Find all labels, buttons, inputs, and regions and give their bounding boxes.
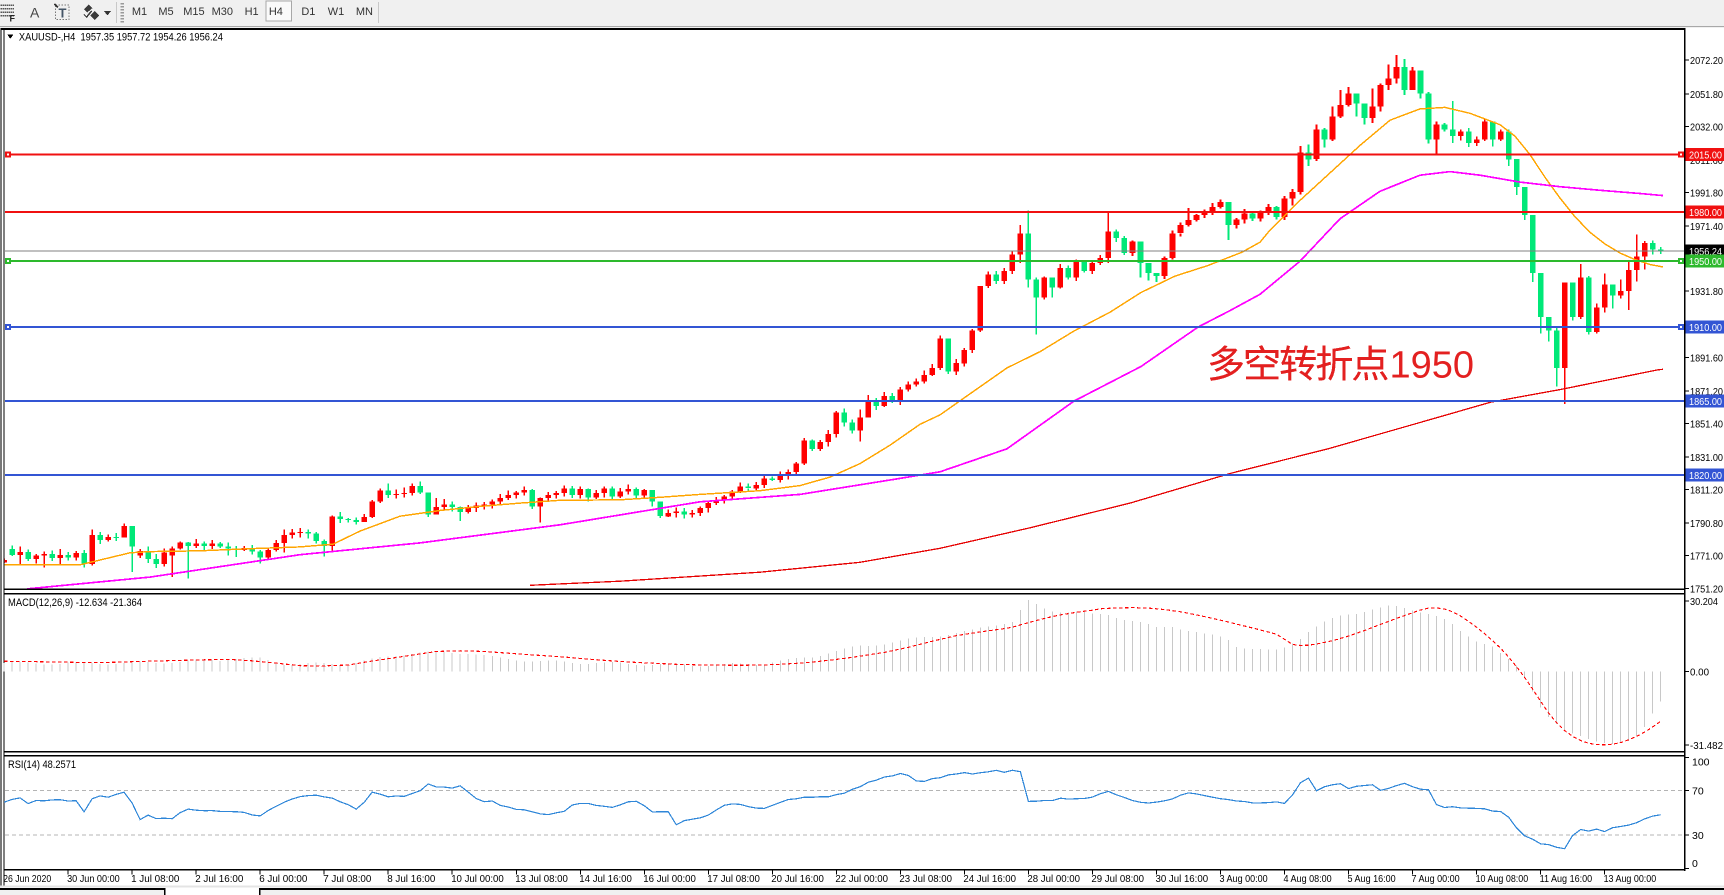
svg-text:70: 70: [1692, 786, 1704, 798]
svg-text:2015.00: 2015.00: [1689, 149, 1722, 161]
svg-text:30 Jul 16:00: 30 Jul 16:00: [1156, 873, 1209, 885]
svg-text:1950.00: 1950.00: [1689, 256, 1722, 268]
svg-text:10 Aug 08:00: 10 Aug 08:00: [1476, 873, 1529, 885]
svg-text:1980.00: 1980.00: [1689, 207, 1722, 219]
svg-text:29 Jul 08:00: 29 Jul 08:00: [1091, 873, 1144, 885]
svg-text:1910.00: 1910.00: [1689, 322, 1722, 334]
svg-text:14 Jul 16:00: 14 Jul 16:00: [579, 873, 632, 885]
svg-text:-31.482: -31.482: [1690, 740, 1723, 752]
svg-text:1931.80: 1931.80: [1690, 286, 1723, 298]
svg-text:13 Aug 00:00: 13 Aug 00:00: [1604, 873, 1657, 885]
svg-text:H1: H1: [245, 6, 259, 18]
svg-text:8 Jul 16:00: 8 Jul 16:00: [387, 873, 435, 885]
svg-text:A: A: [30, 5, 40, 21]
svg-text:M15: M15: [183, 6, 204, 18]
svg-text:4 Aug 08:00: 4 Aug 08:00: [1284, 873, 1332, 885]
svg-text:30.204: 30.204: [1690, 596, 1718, 608]
svg-text:1971.40: 1971.40: [1690, 221, 1723, 233]
svg-text:100: 100: [1692, 756, 1710, 768]
svg-text:1771.00: 1771.00: [1690, 551, 1723, 563]
svg-text:W1: W1: [328, 6, 345, 18]
svg-text:F: F: [10, 14, 16, 24]
svg-text:7 Jul 08:00: 7 Jul 08:00: [323, 873, 371, 885]
svg-text:M1: M1: [132, 6, 147, 18]
svg-text:6 Jul 00:00: 6 Jul 00:00: [259, 873, 307, 885]
svg-text:1891.60: 1891.60: [1690, 352, 1723, 364]
svg-text:7 Aug 00:00: 7 Aug 00:00: [1412, 873, 1460, 885]
svg-text:11 Aug 16:00: 11 Aug 16:00: [1540, 873, 1593, 885]
svg-text:1811.20: 1811.20: [1690, 485, 1723, 497]
svg-text:10 Jul 00:00: 10 Jul 00:00: [451, 873, 504, 885]
svg-text:2 Jul 16:00: 2 Jul 16:00: [195, 873, 243, 885]
svg-text:1790.80: 1790.80: [1690, 518, 1723, 530]
svg-text:T: T: [59, 6, 67, 21]
svg-text:16 Jul 00:00: 16 Jul 00:00: [643, 873, 696, 885]
svg-text:0.00: 0.00: [1690, 667, 1709, 679]
svg-text:26 Jun 2020: 26 Jun 2020: [3, 873, 51, 885]
svg-text:13 Jul 08:00: 13 Jul 08:00: [515, 873, 568, 885]
svg-text:23 Jul 08:00: 23 Jul 08:00: [899, 873, 952, 885]
svg-text:20 Jul 16:00: 20 Jul 16:00: [771, 873, 824, 885]
svg-text:2032.00: 2032.00: [1690, 121, 1723, 133]
svg-text:1 Jul 08:00: 1 Jul 08:00: [131, 873, 179, 885]
svg-text:2051.80: 2051.80: [1690, 89, 1723, 101]
svg-text:30: 30: [1692, 830, 1704, 842]
svg-text:30 Jun 00:00: 30 Jun 00:00: [67, 873, 120, 885]
svg-text:RSI(14) 48.2571: RSI(14) 48.2571: [8, 759, 76, 771]
svg-text:XAUUSD-,H4 1957.35 1957.72 19: XAUUSD-,H4 1957.35 1957.72 1954.26 1956.…: [19, 32, 223, 44]
svg-text:2072.20: 2072.20: [1690, 55, 1723, 67]
svg-text:22 Jul 00:00: 22 Jul 00:00: [835, 873, 888, 885]
svg-text:1851.40: 1851.40: [1690, 419, 1723, 431]
svg-text:MACD(12,26,9) -12.634 -21.364: MACD(12,26,9) -12.634 -21.364: [8, 597, 142, 609]
svg-text:1820.00: 1820.00: [1689, 470, 1722, 482]
svg-text:D1: D1: [301, 6, 315, 18]
svg-text:3 Aug 00:00: 3 Aug 00:00: [1220, 873, 1268, 885]
svg-text:24 Jul 16:00: 24 Jul 16:00: [963, 873, 1016, 885]
svg-text:0: 0: [1692, 858, 1698, 870]
svg-text:M30: M30: [212, 6, 233, 18]
svg-text:MN: MN: [356, 6, 373, 18]
svg-text:5 Aug 16:00: 5 Aug 16:00: [1348, 873, 1396, 885]
svg-text:M5: M5: [158, 6, 173, 18]
svg-text:H4: H4: [269, 6, 283, 18]
svg-text:1991.80: 1991.80: [1690, 188, 1723, 200]
svg-text:17 Jul 08:00: 17 Jul 08:00: [707, 873, 760, 885]
svg-text:1751.20: 1751.20: [1690, 583, 1723, 595]
svg-text:1865.00: 1865.00: [1689, 396, 1722, 408]
svg-text:28 Jul 00:00: 28 Jul 00:00: [1027, 873, 1080, 885]
svg-text:1831.00: 1831.00: [1690, 452, 1723, 464]
svg-text:1950: 1950: [1390, 345, 1475, 387]
